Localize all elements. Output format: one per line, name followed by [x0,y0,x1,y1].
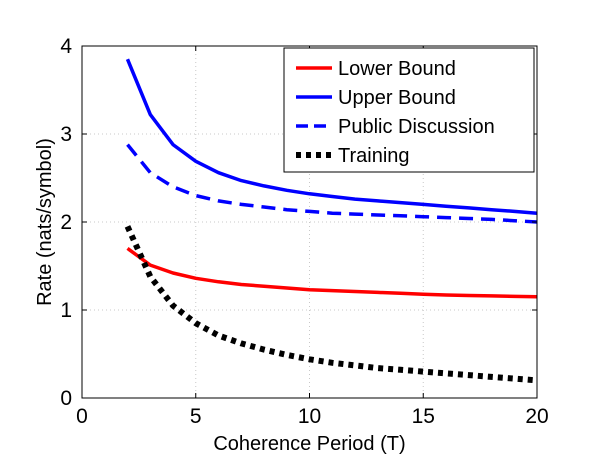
series-line-4 [124,225,538,384]
x-tick-label: 10 [298,405,321,428]
series-line-2 [125,58,538,215]
series-group [124,58,538,384]
x-axis-label: Coherence Period (T) [213,433,405,455]
legend: Lower Bound Upper Bound Public Discussion T… [283,47,535,173]
series-line-3 [126,143,538,224]
y-tick-label: 3 [60,123,72,146]
y-tick-label: 0 [60,387,72,410]
x-tick-label: 15 [412,405,435,428]
legend-label-4: Training [338,145,410,167]
legend-label-1: Lower Bound [338,58,456,80]
y-tick-label: 1 [60,299,72,322]
y-axis-label: Rate (nats/symbol) [34,138,56,306]
ticks [81,45,538,399]
x-tick-label: 5 [190,405,202,428]
y-tick-label: 2 [60,211,72,234]
tick-labels: 0 5 10 15 20 0 1 2 3 4 [60,35,548,428]
series-line-1 [126,246,538,299]
y-tick-label: 4 [60,35,72,58]
x-tick-label: 20 [525,405,548,428]
legend-label-2: Upper Bound [338,87,456,109]
x-tick-label: 0 [76,405,88,428]
legend-label-3: Public Discussion [338,116,495,138]
grid [82,46,537,398]
